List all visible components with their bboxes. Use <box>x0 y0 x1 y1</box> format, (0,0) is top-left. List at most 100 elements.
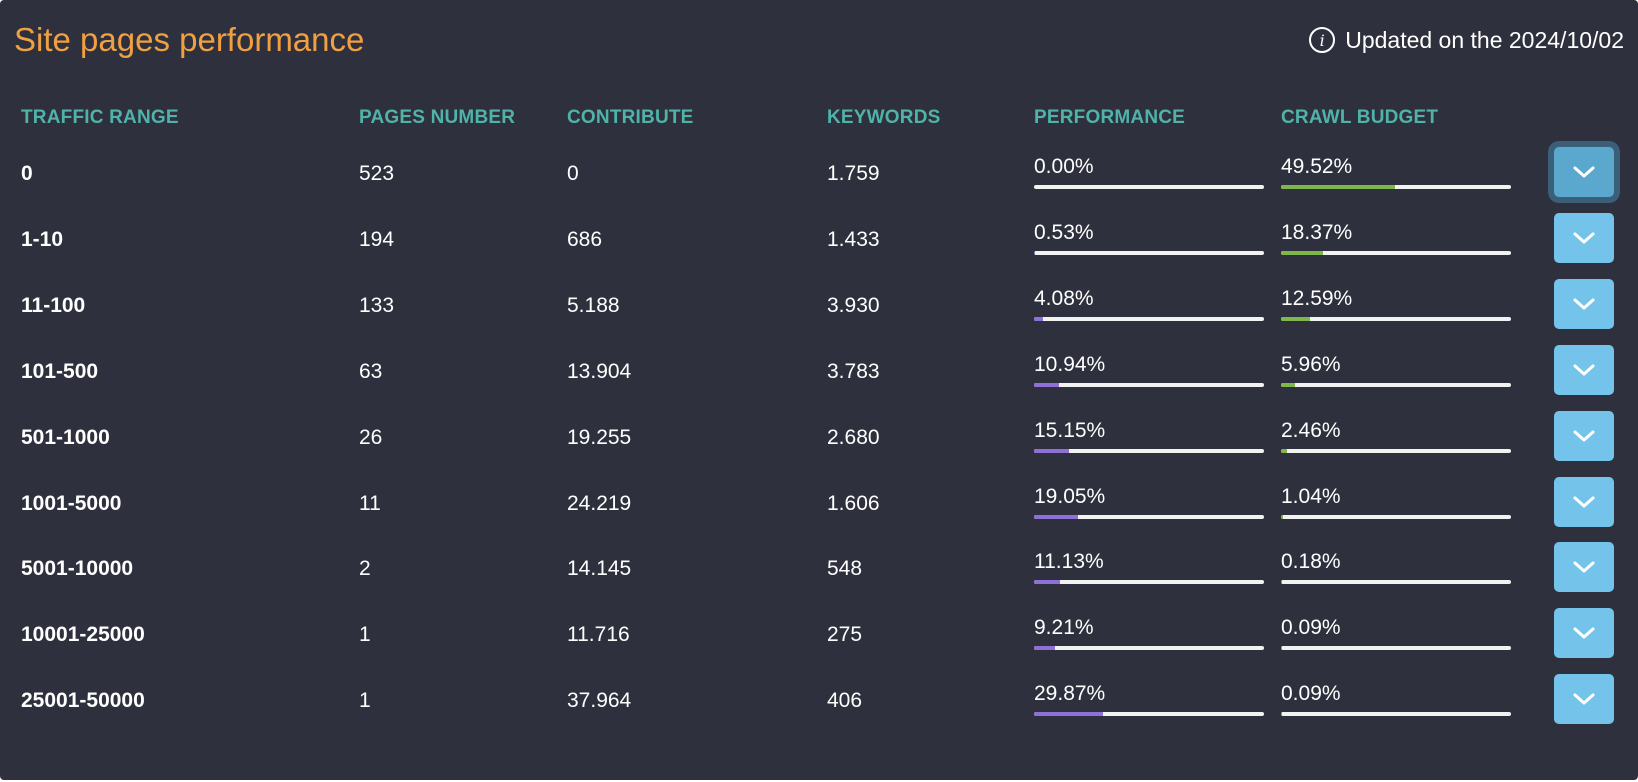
performance-cell-progress-fill <box>1034 316 1044 321</box>
performance-cell-progress-bar <box>1034 448 1264 453</box>
performance-cell-progress-bar <box>1034 646 1264 651</box>
crawl-budget-cell-progress-bar <box>1281 316 1511 321</box>
performance-cell-progress-bar <box>1034 580 1264 585</box>
pages-number-cell: 2 <box>359 557 371 581</box>
performance-cell-value: 15.15% <box>1034 418 1106 442</box>
crawl-budget-cell-value: 49.52% <box>1281 155 1353 178</box>
expand-row-button[interactable] <box>1554 278 1614 329</box>
chevron-down-icon <box>1573 693 1595 705</box>
performance-cell-progress-bar <box>1034 514 1264 519</box>
expand-row-button[interactable] <box>1554 542 1614 593</box>
pages-number-cell: 11 <box>359 491 381 515</box>
performance-cell-value: 4.08% <box>1034 286 1094 310</box>
info-icon[interactable]: i <box>1309 27 1336 53</box>
crawl-budget-cell-value: 2.46% <box>1281 418 1341 442</box>
crawl-budget-cell-progress-fill <box>1281 448 1287 453</box>
pages-number-cell: 523 <box>359 162 395 185</box>
traffic-range-cell: 10001-25000 <box>21 623 145 647</box>
contribute-cell: 686 <box>567 227 603 251</box>
chevron-down-icon <box>1573 364 1595 376</box>
performance-cell: 10.94% <box>1034 339 1264 405</box>
performance-cell-value: 0.53% <box>1034 220 1094 244</box>
performance-cell: 15.15% <box>1034 405 1264 471</box>
table-row: 25001-50000 1 37.964 406 29.87% 0.09% <box>0 668 1638 734</box>
crawl-budget-cell-progress-bar <box>1281 250 1511 255</box>
performance-cell-progress-fill <box>1034 646 1056 651</box>
crawl-budget-cell: 1.04% <box>1281 471 1511 537</box>
table-row: 501-1000 26 19.255 2.680 15.15% 2.46% <box>0 405 1638 471</box>
contribute-cell: 13.904 <box>567 359 632 383</box>
crawl-budget-cell-progress-fill <box>1281 382 1295 387</box>
table-row: 5001-10000 2 14.145 548 11.13% 0.18% <box>0 536 1638 602</box>
expand-row-button[interactable] <box>1554 674 1614 725</box>
updated-info: i Updated on the 2024/10/02 <box>1309 22 1624 58</box>
chevron-down-icon <box>1573 430 1595 442</box>
crawl-budget-cell: 49.52% <box>1281 141 1511 207</box>
crawl-budget-cell-value: 5.96% <box>1281 352 1341 376</box>
expand-row-button[interactable] <box>1554 608 1614 659</box>
crawl-budget-cell-value: 0.09% <box>1281 682 1341 706</box>
crawl-budget-cell-progress-bar <box>1281 382 1511 387</box>
crawl-budget-cell-value: 18.37% <box>1281 220 1353 244</box>
performance-cell: 0.53% <box>1034 207 1264 273</box>
contribute-cell: 0 <box>567 162 579 185</box>
column-header-pages-number: PAGES NUMBER <box>359 107 516 128</box>
column-header-keywords: KEYWORDS <box>827 107 941 128</box>
expand-row-button[interactable] <box>1554 344 1614 395</box>
performance-cell: 4.08% <box>1034 273 1264 339</box>
crawl-budget-cell-value: 0.09% <box>1281 616 1341 640</box>
crawl-budget-cell-progress-bar <box>1281 712 1511 717</box>
chevron-down-icon <box>1573 298 1595 310</box>
performance-cell-progress-fill <box>1034 448 1069 453</box>
crawl-budget-cell: 0.18% <box>1281 536 1511 602</box>
crawl-budget-cell: 12.59% <box>1281 273 1511 339</box>
chevron-down-icon <box>1573 166 1595 178</box>
updated-text: Updated on the 2024/10/02 <box>1345 26 1624 53</box>
table-row: 1001-5000 11 24.219 1.606 19.05% 1.04% <box>0 471 1638 537</box>
crawl-budget-cell-value: 1.04% <box>1281 484 1341 508</box>
contribute-cell: 19.255 <box>567 425 632 449</box>
table-row: 10001-25000 1 11.716 275 9.21% 0.09% <box>0 602 1638 668</box>
column-header-traffic-range: TRAFFIC RANGE <box>21 107 179 128</box>
expand-row-button[interactable] <box>1554 212 1614 263</box>
crawl-budget-cell: 5.96% <box>1281 339 1511 405</box>
expand-row-button[interactable] <box>1554 147 1614 197</box>
pages-number-cell: 26 <box>359 425 383 449</box>
column-header-crawl-budget: CRAWL BUDGET <box>1281 107 1439 128</box>
crawl-budget-cell-progress-bar <box>1281 646 1511 651</box>
performance-cell-value: 9.21% <box>1034 616 1094 640</box>
performance-cell-value: 29.87% <box>1034 682 1106 706</box>
chevron-down-icon <box>1573 627 1595 639</box>
keywords-cell: 3.930 <box>827 293 880 317</box>
keywords-cell: 1.606 <box>827 491 880 515</box>
performance-cell-progress-bar <box>1034 316 1264 321</box>
chevron-down-icon <box>1573 561 1595 573</box>
crawl-budget-cell-progress-bar <box>1281 448 1511 453</box>
crawl-budget-cell: 0.09% <box>1281 602 1511 668</box>
crawl-budget-cell: 0.09% <box>1281 668 1511 734</box>
performance-cell-progress-fill <box>1034 382 1060 387</box>
crawl-budget-cell: 18.37% <box>1281 207 1511 273</box>
performance-cell-value: 11.13% <box>1034 550 1104 574</box>
column-header-contribute: CONTRIBUTE <box>567 107 694 128</box>
performance-cell-progress-fill <box>1034 514 1078 519</box>
performance-cell-value: 10.94% <box>1034 352 1106 376</box>
contribute-cell: 37.964 <box>567 689 632 713</box>
expand-row-button[interactable] <box>1554 476 1614 527</box>
keywords-cell: 1.433 <box>827 227 880 251</box>
traffic-range-cell: 0 <box>21 162 33 185</box>
performance-cell-progress-bar <box>1034 250 1264 255</box>
crawl-budget-cell-value: 12.59% <box>1281 286 1353 310</box>
contribute-cell: 24.219 <box>567 491 632 515</box>
performance-cell: 11.13% <box>1034 536 1264 602</box>
table-row: 1-10 194 686 1.433 0.53% 18.37% <box>0 207 1638 273</box>
expand-row-button[interactable] <box>1554 410 1614 461</box>
performance-cell: 19.05% <box>1034 471 1264 537</box>
keywords-cell: 3.783 <box>827 359 880 383</box>
traffic-range-cell: 1-10 <box>21 227 64 251</box>
performance-cell-progress-bar <box>1034 185 1264 189</box>
performance-cell-progress-bar <box>1034 712 1264 717</box>
performance-cell: 9.21% <box>1034 602 1264 668</box>
table-row: 11-100 133 5.188 3.930 4.08% 12.59% <box>0 273 1638 339</box>
